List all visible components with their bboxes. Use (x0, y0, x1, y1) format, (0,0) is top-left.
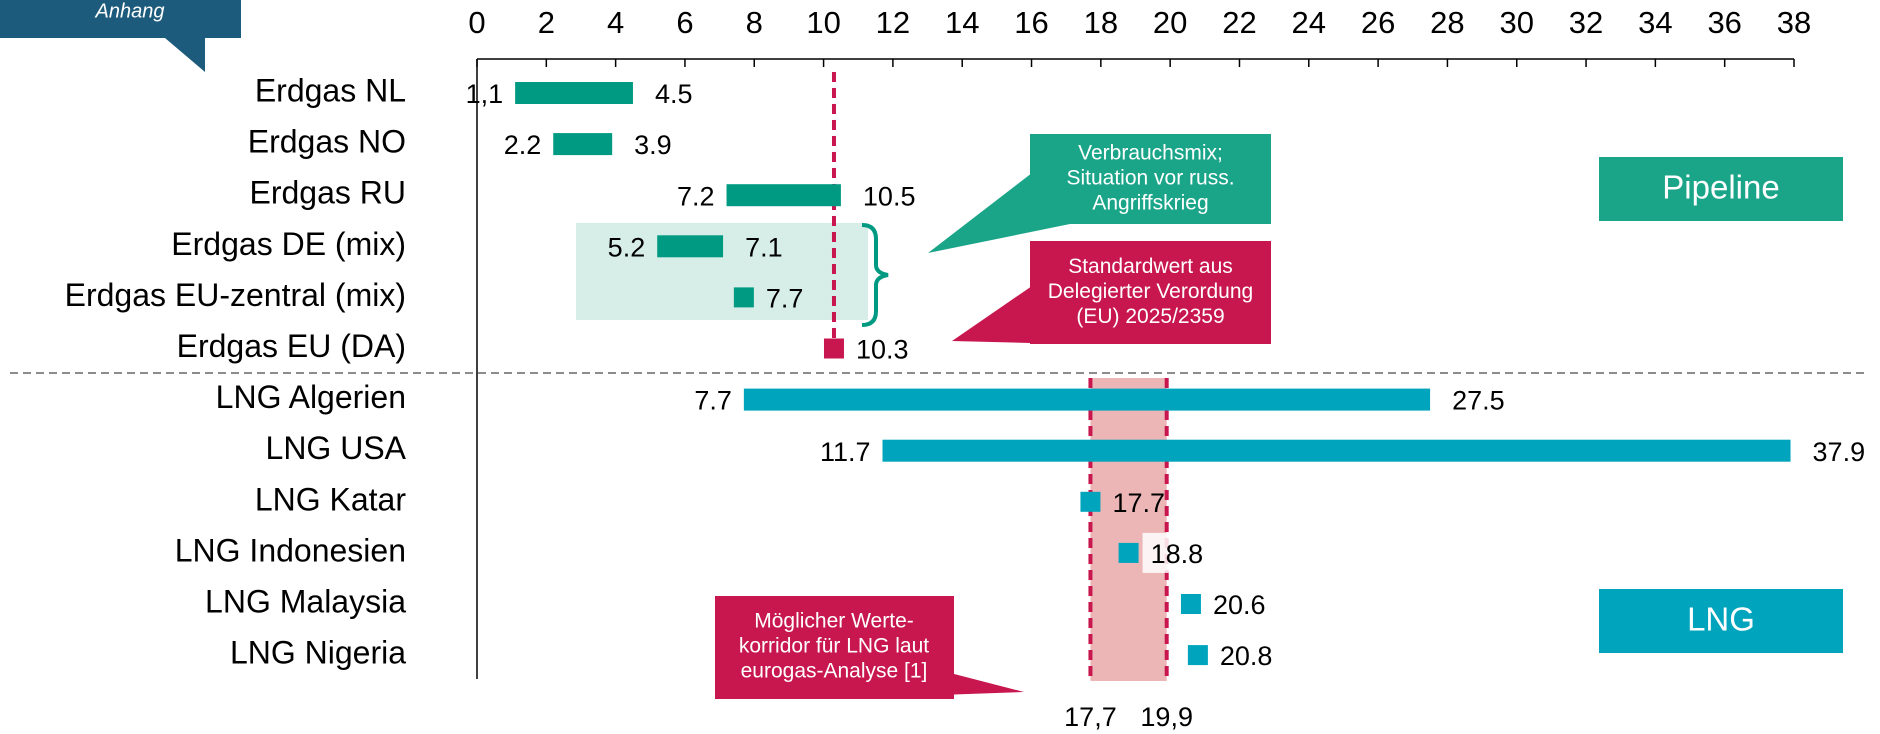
x-tick-label: 2 (538, 5, 555, 40)
x-tick-label: 8 (746, 5, 763, 40)
low-label: 5.2 (608, 232, 646, 262)
x-tick-label: 6 (676, 5, 693, 40)
high-label: 7.7 (766, 284, 804, 314)
category-label: Erdgas EU-zentral (mix) (65, 277, 406, 313)
callout-text: eurogas-Analyse [1] (741, 660, 928, 683)
header-tab (0, 0, 241, 72)
category-label: LNG Nigeria (230, 635, 406, 671)
category-label: LNG Katar (255, 481, 407, 517)
category-label: Erdgas DE (mix) (171, 226, 406, 262)
x-tick-label: 4 (607, 5, 624, 40)
callout-text: Möglicher Werte- (754, 610, 914, 633)
callout-box (1030, 241, 1271, 344)
low-label: 7.2 (677, 181, 715, 211)
category-label: LNG USA (266, 430, 407, 466)
point-marker (1180, 594, 1201, 614)
high-label: 27.5 (1452, 386, 1505, 416)
point-marker (1080, 491, 1101, 512)
category-label: Erdgas RU (250, 175, 407, 211)
point-marker (1187, 645, 1208, 666)
point-marker (823, 338, 844, 359)
callout-text: Standardwert aus (1068, 255, 1233, 278)
x-tick-label: 28 (1430, 5, 1464, 40)
high-label: 17.7 (1112, 488, 1165, 518)
point-marker (733, 287, 754, 308)
x-tick-label: 16 (1014, 5, 1048, 40)
group-label: Pipeline (1662, 169, 1779, 206)
category-label: Erdgas EU (DA) (177, 328, 406, 364)
category-label: Erdgas NO (248, 124, 406, 160)
x-tick-label: 22 (1222, 5, 1256, 40)
callout-text: Delegierter Verordung (1048, 280, 1253, 303)
range-bar (515, 82, 633, 104)
range-bar (743, 388, 1431, 411)
group-box (1599, 589, 1843, 653)
low-label: 11.7 (820, 437, 871, 467)
group-label: LNG (1687, 601, 1755, 638)
brace (861, 223, 889, 327)
range-bar (882, 439, 1791, 462)
header: Anhang (95, 0, 165, 22)
x-tick-label: 32 (1569, 5, 1603, 40)
callout-text: Situation vor russ. (1066, 167, 1234, 190)
callout-text: korridor für LNG laut (739, 635, 929, 658)
x-tick-label: 12 (876, 5, 910, 40)
category-label: LNG Indonesien (175, 532, 406, 568)
point-marker (1118, 542, 1139, 563)
corridor-label: 17,7 (1064, 702, 1117, 732)
label-bg (1142, 532, 1207, 573)
high-label: 18.8 (1151, 539, 1204, 569)
x-tick-label: 0 (468, 5, 485, 40)
x-tick-label: 20 (1153, 5, 1187, 40)
high-label: 37.9 (1813, 437, 1866, 467)
category-label: Erdgas NL (255, 72, 406, 108)
callout-box (1030, 134, 1271, 224)
x-tick-label: 36 (1707, 5, 1741, 40)
callout-text: Angriffskrieg (1092, 192, 1208, 215)
range-bar (553, 133, 613, 156)
high-label: 10.5 (863, 181, 916, 211)
high-label: 20.6 (1213, 590, 1266, 620)
low-label: 1,1 (466, 79, 504, 109)
category-label: LNG Malaysia (205, 583, 406, 619)
group-box (1599, 157, 1843, 221)
high-label: 20.8 (1220, 641, 1273, 671)
x-tick-label: 10 (806, 5, 840, 40)
x-tick-label: 26 (1361, 5, 1395, 40)
x-tick-label: 24 (1292, 5, 1326, 40)
high-label: 7.1 (745, 232, 783, 262)
callout-text: (EU) 2025/2359 (1076, 305, 1224, 328)
x-tick-label: 14 (945, 5, 979, 40)
callout-text: Verbrauchsmix; (1078, 142, 1223, 165)
low-label: 2.2 (504, 130, 542, 160)
high-label: 10.3 (856, 335, 909, 365)
x-tick-label: 34 (1638, 5, 1672, 40)
category-label: LNG Algerien (216, 379, 406, 415)
range-bar (657, 235, 724, 258)
x-tick-label: 30 (1499, 5, 1533, 40)
corridor-label: 19,9 (1140, 702, 1193, 732)
low-label: 7.7 (694, 386, 732, 416)
x-tick-label: 38 (1777, 5, 1811, 40)
high-label: 3.9 (634, 130, 672, 160)
callout-box (715, 596, 954, 699)
high-label: 4.5 (655, 79, 693, 109)
x-tick-label: 18 (1084, 5, 1118, 40)
range-bar (726, 184, 841, 207)
corridor (1090, 378, 1167, 681)
